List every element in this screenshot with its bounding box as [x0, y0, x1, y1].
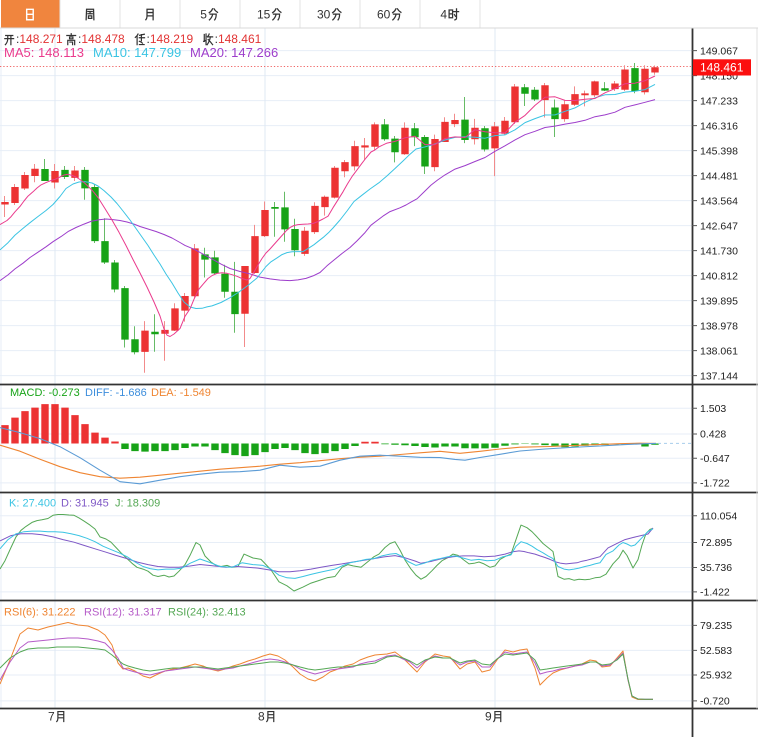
svg-text:15: 15: [257, 8, 271, 22]
svg-text:145.398: 145.398: [700, 145, 738, 157]
svg-text::148.219: :148.219: [147, 32, 194, 46]
svg-text:MA10: 147.799: MA10: 147.799: [93, 45, 181, 60]
svg-text:25.932: 25.932: [700, 670, 732, 682]
svg-text:MA5: 148.113: MA5: 148.113: [4, 45, 84, 60]
svg-text:1.503: 1.503: [700, 403, 726, 415]
svg-text:K: 27.400: K: 27.400: [9, 498, 56, 510]
svg-text:RSI(24): 32.413: RSI(24): 32.413: [168, 607, 246, 619]
svg-text:141.730: 141.730: [700, 245, 738, 257]
svg-text:144.481: 144.481: [700, 170, 738, 182]
svg-text:79.235: 79.235: [700, 620, 732, 632]
svg-text:143.564: 143.564: [700, 195, 738, 207]
svg-text:-1.722: -1.722: [700, 478, 730, 490]
svg-text:5: 5: [200, 8, 207, 22]
svg-text:138.978: 138.978: [700, 320, 738, 332]
svg-text:52.583: 52.583: [700, 645, 732, 657]
svg-text:110.054: 110.054: [700, 511, 737, 523]
svg-text::148.478: :148.478: [78, 32, 125, 46]
svg-text:35.736: 35.736: [700, 562, 732, 574]
svg-text:8: 8: [258, 710, 265, 724]
svg-text:D: 31.945: D: 31.945: [61, 498, 109, 510]
svg-text:MACD: -0.273: MACD: -0.273: [10, 387, 80, 399]
svg-text:-0.720: -0.720: [700, 696, 730, 708]
svg-text:30: 30: [317, 8, 331, 22]
svg-text:149.067: 149.067: [700, 45, 738, 57]
svg-text:RSI(6): 31.222: RSI(6): 31.222: [4, 607, 76, 619]
svg-text:9: 9: [485, 710, 492, 724]
svg-text:7: 7: [48, 710, 55, 724]
svg-text:4: 4: [440, 8, 447, 22]
svg-text:DEA: -1.549: DEA: -1.549: [151, 387, 211, 399]
svg-text::148.461: :148.461: [215, 32, 262, 46]
svg-text:148.461: 148.461: [700, 60, 744, 74]
svg-text:0.428: 0.428: [700, 429, 726, 441]
svg-text::148.271: :148.271: [16, 32, 63, 46]
svg-text:J: 18.309: J: 18.309: [115, 498, 160, 510]
svg-text:RSI(12): 31.317: RSI(12): 31.317: [84, 607, 162, 619]
svg-text:139.895: 139.895: [700, 295, 738, 307]
svg-text:60: 60: [377, 8, 391, 22]
svg-text:-0.647: -0.647: [700, 453, 730, 465]
svg-text:DIFF: -1.686: DIFF: -1.686: [85, 387, 147, 399]
svg-text:72.895: 72.895: [700, 537, 732, 549]
svg-text:-1.422: -1.422: [700, 587, 730, 599]
svg-text:137.144: 137.144: [700, 370, 738, 382]
svg-text:138.061: 138.061: [700, 345, 738, 357]
svg-text:142.647: 142.647: [700, 220, 738, 232]
svg-text:146.316: 146.316: [700, 120, 738, 132]
svg-text:147.233: 147.233: [700, 95, 738, 107]
svg-text:MA20: 147.266: MA20: 147.266: [190, 45, 278, 60]
svg-text:140.812: 140.812: [700, 270, 738, 282]
